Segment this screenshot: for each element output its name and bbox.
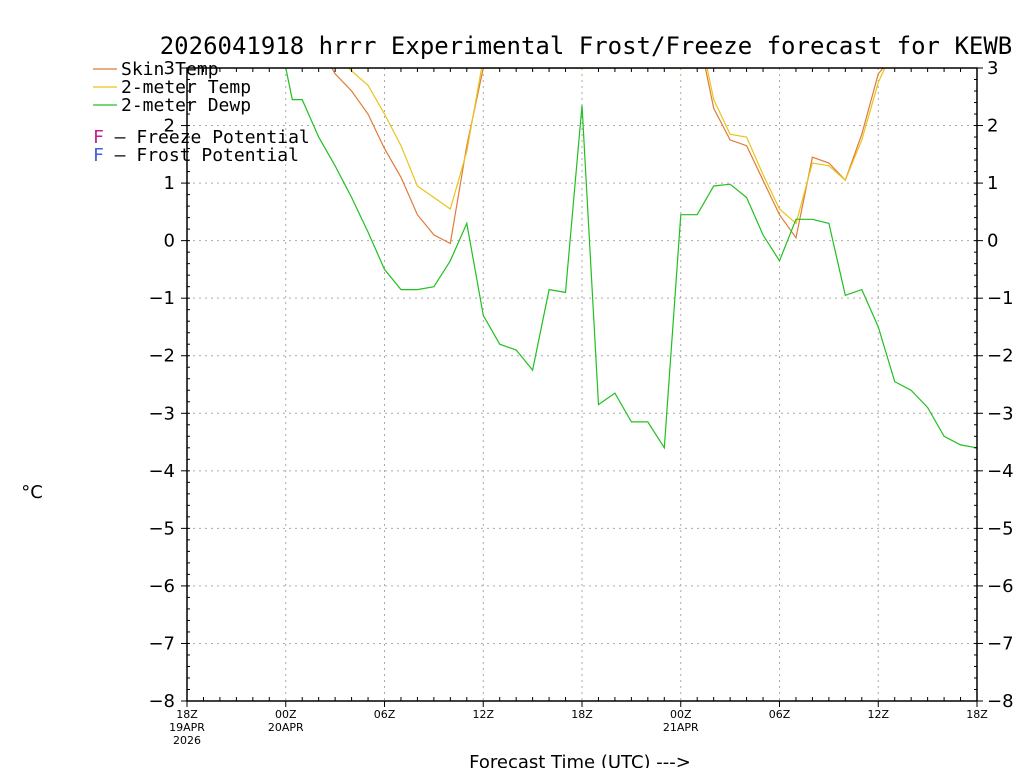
x-tick-date: 21APR xyxy=(663,721,699,734)
y-tick-label-right: 2 xyxy=(987,116,998,137)
annotation-letter: F xyxy=(93,145,104,166)
series-line-2-meter-dewp xyxy=(285,68,977,450)
x-tick-label: 06Z xyxy=(374,708,396,721)
x-tick-label: 06Z xyxy=(769,708,791,721)
y-tick-label-right: −2 xyxy=(987,346,1014,367)
y-tick-label: −3 xyxy=(148,403,175,424)
annotation-text: F – Frost Potential xyxy=(93,145,299,166)
x-tick-label: 12Z xyxy=(867,708,889,721)
x-axis-label: Forecast Time (UTC) ---> xyxy=(469,752,691,768)
y-axis-label: °C xyxy=(21,482,43,503)
legend-label: 2-meter Temp xyxy=(121,77,251,98)
plot-frame xyxy=(186,67,978,702)
y-tick-label: −7 xyxy=(148,633,175,654)
y-tick-label: 1 xyxy=(164,173,175,194)
x-tick-label: 18Z xyxy=(966,708,988,721)
y-tick-label-right: −7 xyxy=(987,633,1014,654)
y-tick-label: −1 xyxy=(148,288,175,309)
y-tick-label-right: 1 xyxy=(987,173,998,194)
chart-title: 2026041918 hrrr Experimental Frost/Freez… xyxy=(160,32,1013,60)
x-tick-label: 18Z xyxy=(176,708,198,721)
y-tick-label: −4 xyxy=(148,461,175,482)
x-tick-year: 2026 xyxy=(173,734,201,747)
y-tick-label: 3 xyxy=(164,58,175,79)
legend-label: 2-meter Dewp xyxy=(121,95,251,116)
series-line-2-meter-temp xyxy=(347,68,886,225)
series-line-skin-temp xyxy=(331,68,884,245)
x-tick-date: 19APR xyxy=(169,721,205,734)
annotation-label: – Frost Potential xyxy=(104,145,299,166)
grid-lines xyxy=(187,68,977,701)
y-tick-label-right: −8 xyxy=(987,691,1014,712)
y-axis-left: −8 −7 −6 −5 −4 −3 −2 −1 0 1 2 3 xyxy=(148,58,190,712)
y-tick-label-right: −3 xyxy=(987,403,1014,424)
annotation-text: F – Freeze Potential xyxy=(93,127,310,148)
y-tick-label: −8 xyxy=(148,691,175,712)
y-tick-label: −2 xyxy=(148,346,175,367)
x-tick-date: 20APR xyxy=(268,721,304,734)
y-tick-label: 0 xyxy=(164,231,175,252)
y-tick-label: 2 xyxy=(164,116,175,137)
annotation-letter: F xyxy=(93,127,104,148)
y-tick-label-right: −4 xyxy=(987,461,1014,482)
y-axis-right: −8 −7 −6 −5 −4 −3 −2 −1 0 1 2 3 xyxy=(974,58,1014,712)
x-tick-label: 18Z xyxy=(571,708,593,721)
y-tick-label-right: 0 xyxy=(987,231,998,252)
y-tick-label-right: −6 xyxy=(987,576,1014,597)
y-tick-label-right: −1 xyxy=(987,288,1014,309)
x-tick-label: 00Z xyxy=(670,708,692,721)
y-tick-label-right: −5 xyxy=(987,518,1014,539)
x-tick-label: 00Z xyxy=(275,708,297,721)
x-tick-label: 12Z xyxy=(472,708,494,721)
y-tick-label: −5 xyxy=(148,518,175,539)
series-group xyxy=(285,68,977,450)
legend-label: Skin Temp xyxy=(121,59,219,80)
annotation-label: – Freeze Potential xyxy=(104,127,310,148)
y-tick-label: −6 xyxy=(148,576,175,597)
y-tick-label-right: 3 xyxy=(987,58,998,79)
